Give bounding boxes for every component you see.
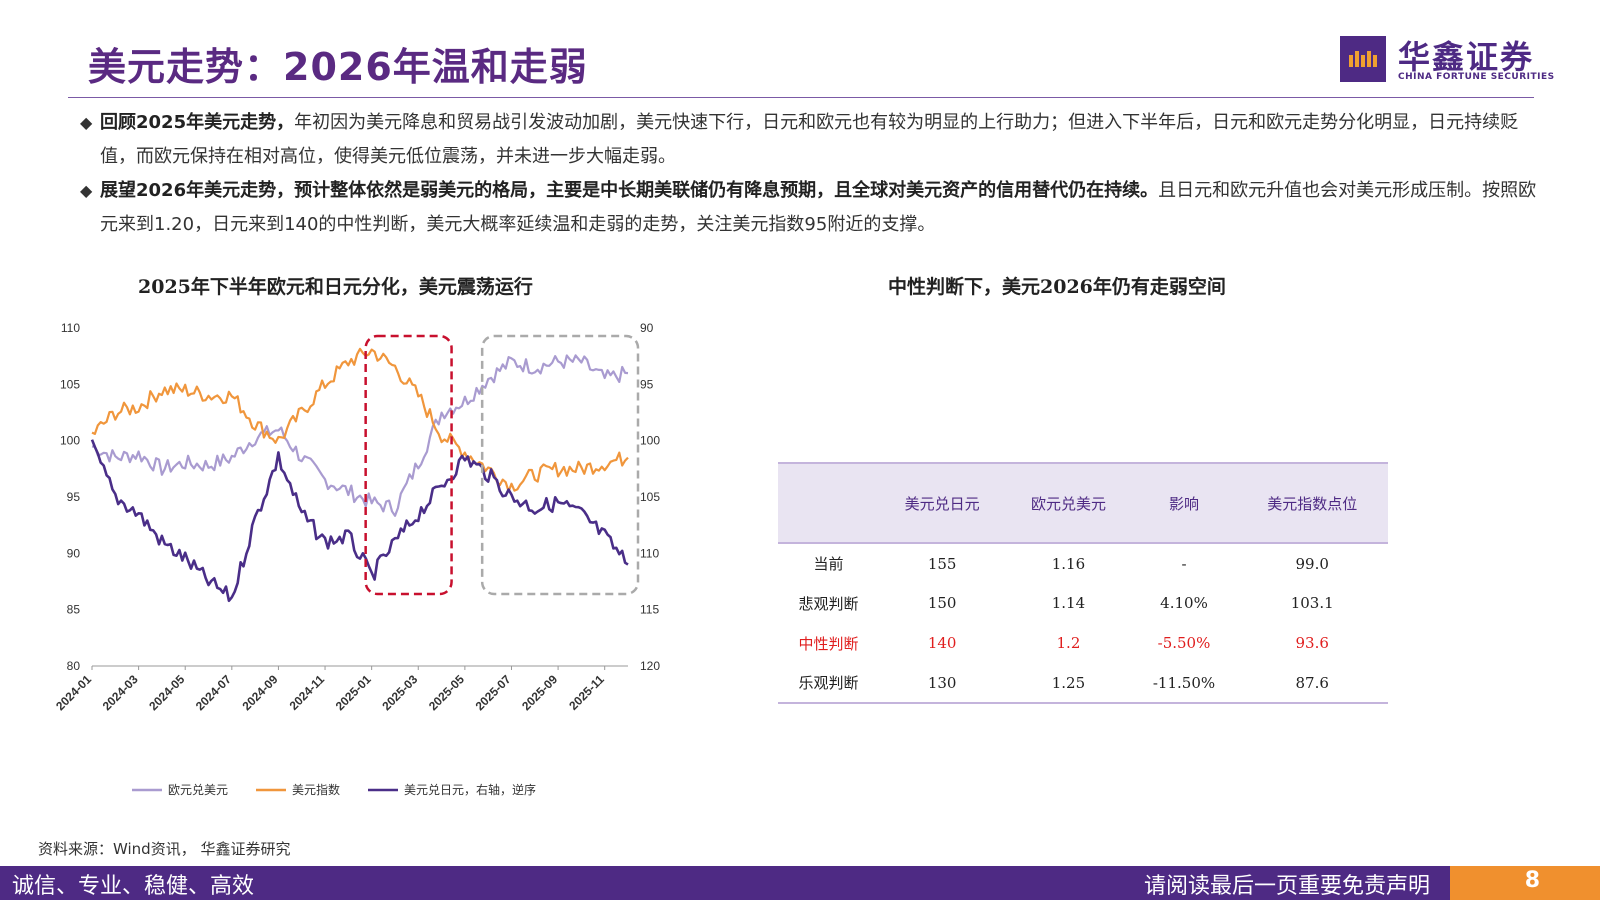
- cell-dxy: 103.1: [1290, 594, 1334, 612]
- cell-eur: 1.2: [1056, 634, 1081, 652]
- table-row-highlight: 中性判断 140 1.2 -5.50% 93.6: [778, 623, 1388, 663]
- bullet-bold-text: 展望2026年美元走势，预计整体依然是弱美元的格局，主要是中长期美联储仍有降息预…: [100, 180, 1159, 201]
- table-title: 中性判断下，美元2026年仍有走弱空间: [888, 276, 1226, 298]
- bullet-diamond-icon: ◆: [80, 181, 93, 200]
- bullet-body-text: 且日元和欧元升值也会对美元形成压制。按照欧元来到1.20，日元来到140的中性判…: [100, 180, 1537, 235]
- cell-impact: -: [1181, 554, 1187, 573]
- row-label: 当前: [813, 555, 844, 573]
- x-tick-label: 2024-05: [146, 672, 187, 713]
- right-tick-label: 100: [640, 434, 660, 448]
- cell-dxy: 87.6: [1236, 663, 1388, 704]
- bullet-body-text: 年初因为美元降息和贸易战引发波动加剧，美元快速下行，日元和欧元也有较为明显的上行…: [100, 112, 1519, 167]
- bullet-diamond-icon: ◆: [80, 113, 93, 132]
- cell-eur: 1.16: [1051, 554, 1086, 573]
- title-divider: [68, 97, 1534, 98]
- annotation-box: [364, 334, 453, 596]
- source-note: 资料来源：Wind资讯， 华鑫证券研究: [38, 840, 291, 858]
- table-header-cell: 美元指数点位: [1236, 462, 1388, 544]
- table-header-cell: 影响: [1131, 462, 1237, 544]
- company-logo: 华鑫证券 CHINA FORTUNE SECURITIES: [1340, 36, 1570, 86]
- series-line: [91, 347, 629, 493]
- cell-impact: -5.50%: [1157, 634, 1211, 652]
- table-header-row: 美元兑日元 欧元兑美元 影响 美元指数点位: [778, 462, 1388, 544]
- logo-mark-icon: [1340, 36, 1386, 82]
- left-tick-label: 80: [67, 659, 81, 673]
- cell-eur: 1.14: [1051, 594, 1086, 612]
- footer-slogan: 诚信、专业、稳健、高效: [12, 874, 255, 899]
- x-tick-label: 2024-07: [193, 672, 234, 713]
- x-tick-label: 2025-09: [519, 672, 560, 713]
- x-tick-label: 2025-03: [379, 672, 420, 713]
- legend-label: 美元指数: [292, 782, 340, 797]
- footer-disclaimer: 请阅读最后一页重要免责声明: [1143, 874, 1430, 899]
- x-tick-label: 2024-09: [240, 672, 281, 713]
- page-number-box: 8: [1450, 866, 1600, 900]
- bullet-bold-text: 回顾2025年美元走势，: [100, 112, 295, 133]
- row-label: 乐观判断: [778, 663, 880, 704]
- cell-jpy: 130: [879, 663, 1006, 704]
- x-tick-label: 2025-07: [473, 672, 514, 713]
- scenario-table-wrap: 美元兑日元 欧元兑美元 影响 美元指数点位 当前 155 1.16 - 99.0…: [778, 462, 1388, 704]
- table-row: 乐观判断 130 1.25 -11.50% 87.6: [778, 663, 1388, 704]
- row-label: 中性判断: [798, 634, 859, 653]
- cell-jpy: 155: [927, 554, 957, 573]
- x-tick-label: 2025-01: [333, 672, 374, 713]
- left-tick-label: 90: [67, 546, 81, 560]
- cell-impact: -11.50%: [1131, 663, 1237, 704]
- page-number: 8: [1524, 868, 1540, 893]
- right-tick-label: 105: [640, 490, 660, 504]
- cell-eur: 1.25: [1005, 663, 1132, 704]
- footer-bar: 诚信、专业、稳健、高效 请阅读最后一页重要免责声明 8: [0, 866, 1600, 900]
- series-line: [90, 439, 629, 603]
- fx-line-chart: 110 105 100 95 90 85 80 90 95 100 105 110 115 120 2024…: [20, 310, 700, 830]
- chart-title: 2025年下半年欧元和日元分化，美元震荡运行: [138, 276, 533, 298]
- left-tick-label: 110: [61, 321, 80, 335]
- logo-cn-text: 华鑫证券: [1398, 38, 1535, 76]
- left-tick-label: 85: [67, 603, 81, 617]
- left-tick-label: 95: [67, 490, 81, 504]
- cell-impact: 4.10%: [1160, 594, 1208, 612]
- summary-bullets: ◆ 回顾2025年美元走势，年初因为美元降息和贸易战引发波动加剧，美元快速下行，…: [80, 106, 1540, 242]
- fx-chart-svg: 110 105 100 95 90 85 80 90 95 100 105 110 115 120 2024…: [53, 321, 660, 797]
- left-tick-label: 105: [60, 377, 80, 391]
- logo-en-text: CHINA FORTUNE SECURITIES: [1398, 72, 1555, 82]
- table-header-cell: 美元兑日元: [879, 462, 1006, 544]
- right-tick-label: 115: [640, 603, 659, 617]
- scenario-table: 美元兑日元 欧元兑美元 影响 美元指数点位 当前 155 1.16 - 99.0…: [778, 462, 1388, 704]
- x-tick-label: 2025-05: [426, 672, 467, 713]
- x-tick-label: 2025-11: [566, 672, 607, 713]
- cell-jpy: 140: [927, 634, 957, 652]
- row-label: 悲观判断: [798, 594, 859, 613]
- left-tick-label: 100: [60, 434, 80, 448]
- series-line: [91, 354, 629, 517]
- x-tick-label: 2024-03: [100, 672, 141, 713]
- table-header-cell: 欧元兑美元: [1005, 462, 1132, 544]
- cell-dxy: 93.6: [1295, 634, 1329, 652]
- table-row: 当前 155 1.16 - 99.0: [778, 543, 1388, 583]
- page-title: 美元走势：2026年温和走弱: [88, 45, 588, 89]
- bullet-review-2025: ◆ 回顾2025年美元走势，年初因为美元降息和贸易战引发波动加剧，美元快速下行，…: [80, 106, 1540, 174]
- right-tick-label: 110: [640, 546, 659, 560]
- x-tick-label: 2024-11: [287, 672, 328, 713]
- x-tick-label: 2024-01: [53, 672, 94, 713]
- legend-label: 欧元兑美元: [168, 783, 228, 797]
- annotation-box: [480, 334, 640, 596]
- table-row: 悲观判断 150 1.14 4.10% 103.1: [778, 583, 1388, 623]
- right-tick-label: 90: [640, 321, 654, 335]
- bullet-outlook-2026: ◆ 展望2026年美元走势，预计整体依然是弱美元的格局，主要是中长期美联储仍有降…: [80, 174, 1540, 242]
- table-header-cell: [778, 462, 880, 544]
- right-tick-label: 95: [640, 377, 654, 391]
- cell-jpy: 150: [927, 594, 957, 612]
- legend-label: 美元兑日元，右轴，逆序: [404, 782, 536, 797]
- cell-dxy: 99.0: [1295, 554, 1329, 573]
- right-tick-label: 120: [640, 659, 660, 673]
